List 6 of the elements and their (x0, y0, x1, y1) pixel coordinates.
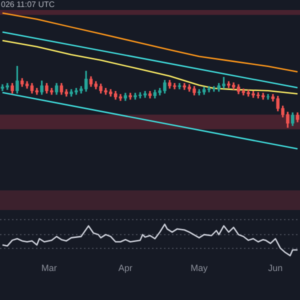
x-tick-label: May (190, 263, 208, 274)
x-tick-label: Jun (268, 263, 283, 274)
text: 026 11:07 UTC (1, 0, 55, 9)
x-tick-label: Apr (118, 263, 132, 274)
candlestick (207, 86, 211, 92)
x-tick-label: Mar (41, 263, 57, 274)
